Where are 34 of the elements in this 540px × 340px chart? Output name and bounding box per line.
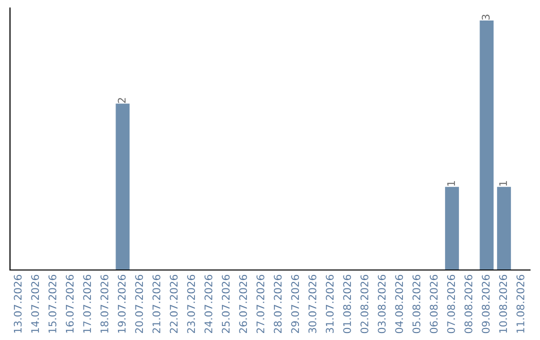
- data-label: 1: [499, 181, 507, 186]
- data-label: 1: [447, 181, 455, 186]
- x-tick-label: 18.07.2026: [100, 274, 108, 333]
- data-label: 2: [118, 98, 126, 103]
- x-tick-label: 14.07.2026: [31, 274, 40, 333]
- x-tick-label: 15.07.2026: [48, 274, 56, 333]
- x-tick-label: 24.07.2026: [204, 274, 212, 334]
- x-tick-label: 09.08.2026: [482, 274, 490, 334]
- x-tick-label: 22.07.2026: [170, 274, 178, 334]
- x-tick-label: 13.07.2026: [14, 274, 22, 333]
- x-tick-label: 25.07.2026: [222, 274, 230, 334]
- x-tick-label: 11.08.2026: [516, 274, 524, 333]
- x-tick-label: 26.07.2026: [239, 274, 248, 334]
- x-tick-label: 23.07.2026: [187, 274, 196, 334]
- x-tick-label: 02.08.2026: [360, 274, 368, 334]
- x-tick-label: 16.07.2026: [66, 274, 74, 333]
- x-tick-label: 31.07.2026: [326, 274, 334, 334]
- x-tick-label: 20.07.2026: [135, 274, 144, 334]
- x-tick-label: 30.07.2026: [308, 274, 316, 334]
- x-tick-label: 17.07.2026: [83, 274, 92, 333]
- x-tick-label: 19.07.2026: [118, 274, 126, 333]
- x-tick-label: 03.08.2026: [378, 274, 386, 334]
- x-tick-label: 08.08.2026: [464, 274, 472, 334]
- x-tick-label: 27.07.2026: [256, 274, 264, 334]
- x-tick-label: 07.08.2026: [447, 274, 456, 334]
- x-tick-label: 01.08.2026: [343, 274, 352, 334]
- x-tick-label: 06.08.2026: [430, 274, 438, 334]
- data-label: 3: [482, 14, 490, 20]
- x-tick-label: 28.07.2026: [274, 274, 282, 334]
- x-tick-label: 04.08.2026: [395, 274, 404, 334]
- x-tick-label: 21.07.2026: [152, 274, 160, 334]
- x-tick-label: 10.08.2026: [499, 274, 508, 333]
- x-tick-label: 05.08.2026: [412, 274, 420, 334]
- x-tick-label: 29.07.2026: [291, 274, 300, 334]
